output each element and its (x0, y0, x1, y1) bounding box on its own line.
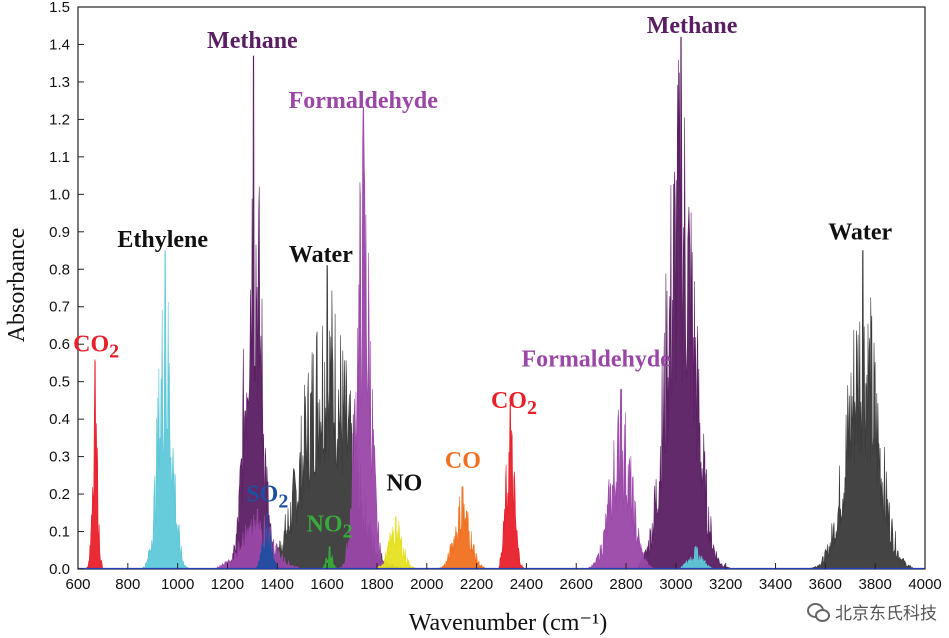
x-tick-label: 3600 (809, 576, 842, 593)
y-tick-label: 0.4 (49, 411, 70, 428)
band-ethylene-0 (135, 250, 193, 570)
y-tick-label: 1.3 (49, 74, 70, 91)
y-tick-label: 0.8 (49, 261, 70, 278)
x-tick-label: 3200 (709, 576, 742, 593)
x-tick-label: 2400 (510, 576, 543, 593)
x-tick-label: 2000 (410, 576, 443, 593)
y-axis-title: Absorbance (4, 228, 30, 343)
peak-label-11: Methane (647, 13, 738, 39)
y-tick-label: 0.1 (49, 524, 70, 541)
peak-label-12: Water (828, 219, 892, 245)
x-tick-label: 1600 (310, 576, 343, 593)
band-no-0 (371, 516, 418, 570)
y-tick-label: 0.5 (49, 374, 70, 391)
x-tick-label: 3400 (759, 576, 792, 593)
peak-label-0: Methane (207, 28, 298, 54)
peak-label-10: Formaldehyde (522, 347, 672, 373)
plot-frame (77, 6, 926, 570)
x-tick-label: 4000 (908, 576, 941, 593)
x-tick-label: 2600 (560, 576, 593, 593)
y-tick-label: 1.4 (49, 36, 70, 53)
peak-label-4: CO2 (73, 332, 119, 363)
y-tick-label: 1.5 (49, 0, 70, 16)
watermark-text: 北京东氏科技 (835, 604, 937, 624)
chat-bubbles-icon (807, 602, 830, 622)
x-tick-label: 800 (115, 576, 140, 593)
peak-label-7: NO (386, 470, 422, 496)
y-tick-label: 0.2 (49, 486, 70, 503)
band-formaldehyde-0 (339, 107, 391, 570)
band-co-0 (436, 486, 488, 570)
peak-label-3: Water (289, 242, 353, 268)
x-tick-label: 600 (65, 576, 90, 593)
peak-label-9: CO2 (491, 388, 537, 419)
x-tick-label: 1800 (360, 576, 393, 593)
watermark: 北京东氏科技 (807, 599, 937, 624)
y-tick-label: 1.2 (49, 111, 70, 128)
band-water-1 (788, 250, 913, 570)
x-tick-label: 2800 (609, 576, 642, 593)
x-tick-label: 1000 (161, 576, 194, 593)
band-so2-0 (252, 512, 281, 570)
peak-label-2: Ethylene (117, 227, 208, 253)
band-formaldehyde-1 (588, 388, 664, 570)
y-tick-label: 1.0 (49, 186, 70, 203)
peak-label-1: Formaldehyde (289, 88, 439, 114)
y-tick-label: 1.1 (49, 149, 70, 166)
y-tick-label: 0.6 (49, 336, 70, 353)
tick-labels: 600 800 1000 1200 1400 1600 1800 2000 2200 2400 26… (49, 0, 942, 593)
peak-label-8: CO (445, 448, 481, 474)
peak-labels: MethaneFormaldehydeEthyleneWaterCO2SO2NO… (73, 13, 892, 542)
x-axis-title: Wavenumber (cm⁻¹) (409, 610, 608, 636)
y-tick-label: 0.7 (49, 299, 70, 316)
y-tick-label: 0.9 (49, 224, 70, 241)
band-co2-1 (498, 404, 525, 570)
x-tick-label: 3000 (659, 576, 692, 593)
x-tick-label: 2200 (460, 576, 493, 593)
band-co2-0 (85, 359, 104, 570)
y-tick-label: 0.3 (49, 449, 70, 466)
band-methane-1 (638, 36, 734, 570)
band-methane-0 (227, 55, 278, 570)
x-tick-label: 1400 (261, 576, 294, 593)
x-tick-label: 1200 (211, 576, 244, 593)
axes (77, 6, 926, 570)
x-tick-label: 3800 (858, 576, 891, 593)
absorption-bands (85, 36, 913, 570)
y-tick-label: 0.0 (49, 561, 70, 578)
